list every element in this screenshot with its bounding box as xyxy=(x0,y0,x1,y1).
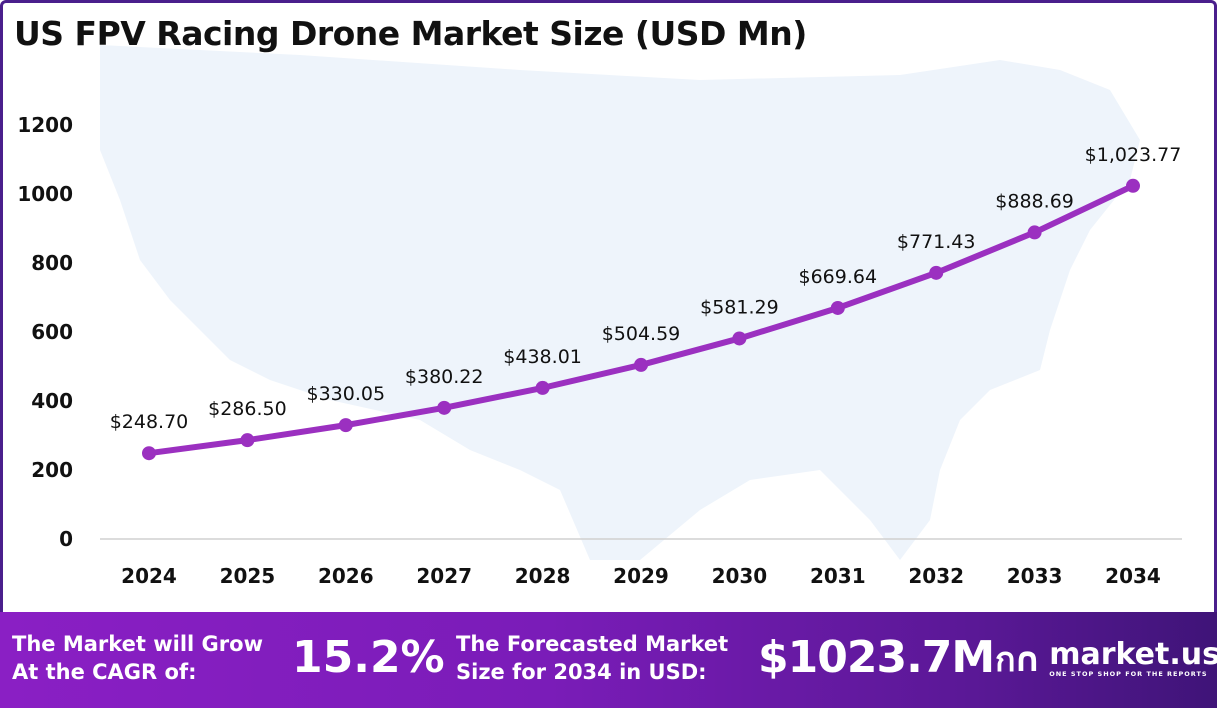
data-label: $669.64 xyxy=(799,266,878,288)
forecast-label-line2: Size for 2034 in USD: xyxy=(456,660,707,684)
data-point xyxy=(732,331,747,346)
data-label: $380.22 xyxy=(405,366,484,388)
y-tick-label: 400 xyxy=(31,389,73,413)
data-point xyxy=(929,265,944,280)
y-tick-label: 200 xyxy=(31,458,73,482)
x-tick-label: 2033 xyxy=(1007,564,1063,588)
forecast-label: The Forecasted Market Size for 2034 in US… xyxy=(456,630,728,686)
brand-name: market.us xyxy=(1049,637,1217,672)
cagr-label-line1: The Market will Grow xyxy=(12,632,263,656)
y-tick-label: 0 xyxy=(59,527,73,551)
data-point xyxy=(634,357,648,372)
data-point xyxy=(1027,225,1042,240)
x-tick-label: 2028 xyxy=(515,564,571,588)
y-tick-label: 1200 xyxy=(17,113,73,137)
chart-title: US FPV Racing Drone Market Size (USD Mn) xyxy=(14,14,807,53)
footer-banner: The Market will Grow At the CAGR of: 15.2… xyxy=(0,612,1217,708)
data-label: $581.29 xyxy=(700,296,779,318)
brand-tagline: ONE STOP SHOP FOR THE REPORTS xyxy=(1049,670,1208,678)
data-label: $1,023.77 xyxy=(1085,144,1182,166)
line-chart: 0 200 400 600 800 1000 1200 2024 2025 2026 2027 202… xyxy=(17,45,1182,588)
forecast-label-line1: The Forecasted Market xyxy=(456,632,729,656)
data-point xyxy=(142,446,156,461)
data-label: $771.43 xyxy=(897,231,976,253)
market-us-logo-icon: ก∩ xyxy=(995,640,1041,680)
forecast-value: $1023.7M xyxy=(758,632,995,683)
data-label: $248.70 xyxy=(110,411,189,433)
cagr-value: 15.2% xyxy=(292,632,445,683)
us-map-background xyxy=(100,45,1140,560)
data-point xyxy=(240,433,255,448)
data-point xyxy=(1126,178,1140,193)
data-point xyxy=(535,380,550,395)
chart-frame xyxy=(0,0,1217,612)
x-tick-label: 2034 xyxy=(1105,564,1161,588)
data-point xyxy=(338,418,353,433)
data-label: $330.05 xyxy=(307,383,386,405)
x-tick-label: 2024 xyxy=(121,564,177,588)
data-point xyxy=(437,400,452,415)
x-tick-label: 2025 xyxy=(220,564,276,588)
y-tick-label: 600 xyxy=(31,320,73,344)
x-tick-label: 2027 xyxy=(416,564,472,588)
data-label: $888.69 xyxy=(995,190,1074,212)
data-point xyxy=(830,300,845,315)
cagr-label-line2: At the CAGR of: xyxy=(12,660,197,684)
x-tick-label: 2030 xyxy=(712,564,768,588)
x-tick-label: 2032 xyxy=(908,564,964,588)
y-tick-label: 1000 xyxy=(17,182,73,206)
y-tick-label: 800 xyxy=(31,251,73,275)
data-label: $286.50 xyxy=(208,398,287,420)
data-label: $504.59 xyxy=(602,323,681,345)
x-tick-label: 2026 xyxy=(318,564,374,588)
cagr-label: The Market will Grow At the CAGR of: xyxy=(12,630,263,686)
x-tick-label: 2029 xyxy=(613,564,669,588)
market-us-logo: ก∩ market.us ONE STOP SHOP FOR THE REPORT… xyxy=(995,632,1217,686)
data-label: $438.01 xyxy=(503,346,582,368)
x-tick-label: 2031 xyxy=(810,564,866,588)
